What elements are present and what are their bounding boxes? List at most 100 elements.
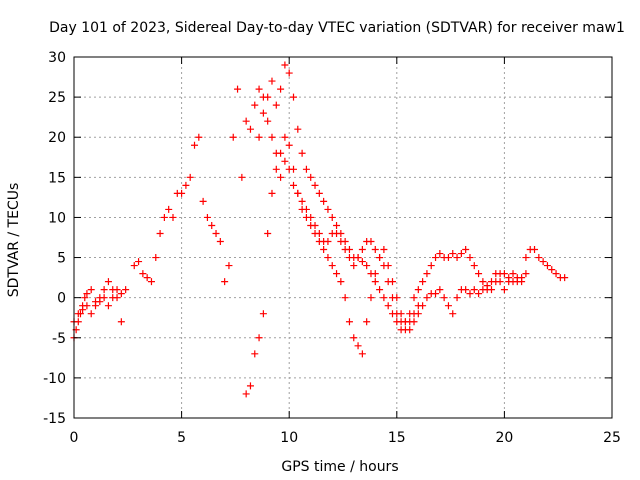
data-point <box>255 133 263 141</box>
data-point <box>104 302 112 310</box>
data-point <box>156 229 164 237</box>
data-point <box>100 294 108 302</box>
data-point <box>531 246 539 254</box>
data-point <box>548 266 556 274</box>
data-point <box>376 254 384 262</box>
data-point <box>462 286 470 294</box>
data-point <box>345 318 353 326</box>
data-point <box>513 278 521 286</box>
data-point <box>246 382 254 390</box>
data-point <box>320 197 328 205</box>
data-point <box>539 258 547 266</box>
data-point <box>229 133 237 141</box>
data-point <box>333 270 341 278</box>
data-point <box>307 221 315 229</box>
data-point <box>358 258 366 266</box>
data-point <box>341 238 349 246</box>
data-point <box>414 286 422 294</box>
data-point <box>432 254 440 262</box>
grid-lines <box>74 57 612 418</box>
data-point <box>380 294 388 302</box>
x-tick-label: 20 <box>495 430 513 446</box>
data-point <box>268 189 276 197</box>
data-point <box>277 85 285 93</box>
data-point <box>298 197 306 205</box>
data-point <box>298 149 306 157</box>
data-point <box>436 286 444 294</box>
data-point <box>410 310 418 318</box>
x-axis-label: GPS time / hours <box>281 459 398 475</box>
y-tick-label: -10 <box>43 371 66 387</box>
data-point <box>277 149 285 157</box>
data-point <box>367 270 375 278</box>
data-point <box>225 262 233 270</box>
data-point <box>367 294 375 302</box>
x-tick-label: 10 <box>280 430 298 446</box>
data-point <box>109 294 117 302</box>
data-point <box>354 254 362 262</box>
data-point <box>281 157 289 165</box>
data-point <box>479 286 487 294</box>
y-tick-label: 20 <box>48 130 66 146</box>
data-point <box>246 125 254 133</box>
data-point <box>104 278 112 286</box>
data-point <box>311 181 319 189</box>
tick-labels: 0 5 10 15 20 25 -15 -10 -5 0 5 10 15 20 25 30 <box>43 50 621 446</box>
data-point <box>367 238 375 246</box>
data-point <box>337 278 345 286</box>
data-point <box>195 133 203 141</box>
x-tick-label: 5 <box>177 430 186 446</box>
data-point <box>255 334 263 342</box>
data-point <box>281 133 289 141</box>
x-tick-label: 0 <box>70 430 79 446</box>
data-point <box>182 181 190 189</box>
axis-ticks <box>73 56 613 419</box>
data-point <box>384 302 392 310</box>
y-tick-label: 30 <box>48 50 66 66</box>
data-point <box>440 294 448 302</box>
data-point <box>87 286 95 294</box>
data-point <box>294 125 302 133</box>
data-point <box>238 173 246 181</box>
data-point <box>186 173 194 181</box>
data-point <box>290 93 298 101</box>
data-point <box>290 165 298 173</box>
data-point <box>388 310 396 318</box>
data-point <box>371 278 379 286</box>
data-point <box>449 250 457 258</box>
data-point <box>432 290 440 298</box>
data-point <box>487 286 495 294</box>
data-point <box>535 254 543 262</box>
data-point <box>216 238 224 246</box>
data-point <box>264 229 272 237</box>
data-point <box>376 286 384 294</box>
data-point <box>290 181 298 189</box>
data-point <box>298 205 306 213</box>
data-point <box>479 278 487 286</box>
data-point <box>199 197 207 205</box>
data-point <box>264 93 272 101</box>
data-point <box>147 278 155 286</box>
data-point <box>152 254 160 262</box>
data-point <box>277 173 285 181</box>
data-point <box>401 326 409 334</box>
data-point <box>130 262 138 270</box>
y-tick-label: 10 <box>48 210 66 226</box>
y-tick-label: 15 <box>48 170 66 186</box>
data-point <box>122 286 130 294</box>
data-point <box>83 302 91 310</box>
data-point <box>221 278 229 286</box>
data-point <box>380 246 388 254</box>
data-point <box>281 61 289 69</box>
data-point <box>264 117 272 125</box>
y-tick-label: 25 <box>48 90 66 106</box>
data-point <box>135 258 143 266</box>
data-point <box>113 286 121 294</box>
data-point <box>139 270 147 278</box>
data-point <box>81 294 89 302</box>
data-point <box>315 238 323 246</box>
data-point <box>462 246 470 254</box>
data-point <box>543 262 551 270</box>
